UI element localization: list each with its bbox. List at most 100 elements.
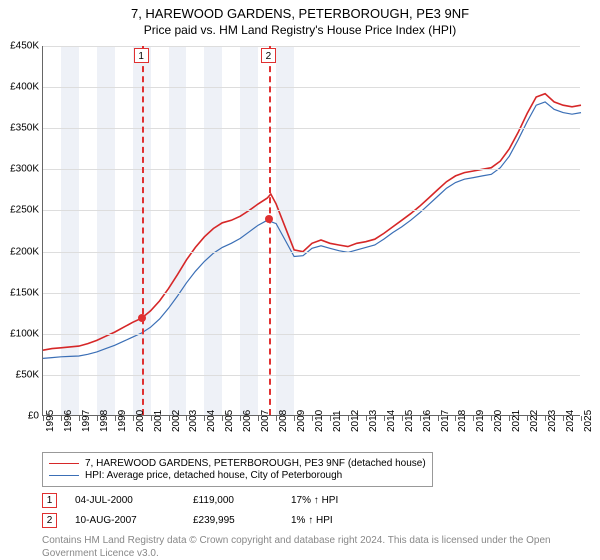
x-tick — [79, 416, 80, 421]
x-tick — [294, 416, 295, 421]
x-axis-label: 2016 — [422, 410, 433, 432]
legend-label: 7, HAREWOOD GARDENS, PETERBOROUGH, PE3 9… — [85, 458, 426, 469]
x-axis-label: 2010 — [314, 410, 325, 432]
y-axis-label: £300K — [3, 164, 39, 175]
x-axis-label: 1999 — [117, 410, 128, 432]
y-gridline — [43, 375, 580, 376]
x-tick — [420, 416, 421, 421]
x-tick — [276, 416, 277, 421]
y-gridline — [43, 334, 580, 335]
x-axis-label: 2002 — [171, 410, 182, 432]
x-tick — [97, 416, 98, 421]
x-tick — [43, 416, 44, 421]
x-axis-label: 1998 — [99, 410, 110, 432]
x-tick — [563, 416, 564, 421]
x-axis-label: 2006 — [242, 410, 253, 432]
y-gridline — [43, 293, 580, 294]
sale-row-hpi: 17% ↑ HPI — [291, 495, 381, 506]
sale-marker-dot — [265, 215, 273, 223]
y-axis-label: £50K — [3, 369, 39, 380]
y-gridline — [43, 210, 580, 211]
footnote: Contains HM Land Registry data © Crown c… — [42, 534, 582, 560]
y-axis-label: £250K — [3, 205, 39, 216]
x-axis-label: 1997 — [81, 410, 92, 432]
x-tick — [61, 416, 62, 421]
y-gridline — [43, 169, 580, 170]
sale-marker-box: 1 — [134, 48, 149, 63]
y-axis-label: £400K — [3, 82, 39, 93]
x-axis-label: 2023 — [547, 410, 558, 432]
x-axis-label: 2019 — [475, 410, 486, 432]
x-axis-label: 2004 — [206, 410, 217, 432]
plot-area: £0£50K£100K£150K£200K£250K£300K£350K£400… — [42, 46, 580, 416]
series-line — [43, 102, 581, 359]
x-axis-label: 2018 — [457, 410, 468, 432]
x-axis-label: 2021 — [511, 410, 522, 432]
x-axis-label: 2007 — [260, 410, 271, 432]
y-axis-label: £450K — [3, 41, 39, 52]
x-tick — [366, 416, 367, 421]
y-axis-label: £200K — [3, 246, 39, 257]
x-axis-label: 2012 — [350, 410, 361, 432]
y-gridline — [43, 46, 580, 47]
sale-row-price: £239,995 — [193, 515, 273, 526]
x-tick — [115, 416, 116, 421]
y-axis-label: £0 — [3, 411, 39, 422]
y-gridline — [43, 252, 580, 253]
sale-row-price: £119,000 — [193, 495, 273, 506]
legend-and-footer: 7, HAREWOOD GARDENS, PETERBOROUGH, PE3 9… — [42, 452, 582, 560]
line-series-svg — [43, 46, 581, 416]
chart-title: 7, HAREWOOD GARDENS, PETERBOROUGH, PE3 9… — [0, 6, 600, 21]
series-line — [43, 94, 581, 351]
sale-row-date: 10-AUG-2007 — [75, 515, 175, 526]
y-gridline — [43, 128, 580, 129]
x-axis-label: 2014 — [386, 410, 397, 432]
x-tick — [330, 416, 331, 421]
x-tick — [581, 416, 582, 421]
x-axis-label: 2015 — [404, 410, 415, 432]
x-axis-label: 2003 — [188, 410, 199, 432]
sale-row: 2 10-AUG-2007 £239,995 1% ↑ HPI — [42, 513, 582, 528]
x-axis-label: 2022 — [529, 410, 540, 432]
y-axis-label: £350K — [3, 123, 39, 134]
x-axis-label: 1995 — [45, 410, 56, 432]
legend-row: HPI: Average price, detached house, City… — [49, 470, 426, 481]
x-tick — [402, 416, 403, 421]
title-block: 7, HAREWOOD GARDENS, PETERBOROUGH, PE3 9… — [0, 0, 600, 37]
sale-table: 104-JUL-2000£119,00017% ↑ HPI210-AUG-200… — [42, 493, 582, 528]
legend-row: 7, HAREWOOD GARDENS, PETERBOROUGH, PE3 9… — [49, 458, 426, 469]
x-axis-label: 2020 — [493, 410, 504, 432]
x-axis-label: 2008 — [278, 410, 289, 432]
y-axis-label: £150K — [3, 287, 39, 298]
x-tick — [545, 416, 546, 421]
legend-box: 7, HAREWOOD GARDENS, PETERBOROUGH, PE3 9… — [42, 452, 433, 487]
x-axis-label: 2011 — [332, 410, 343, 432]
x-axis-label: 2001 — [153, 410, 164, 432]
x-tick — [438, 416, 439, 421]
x-axis-label: 1996 — [63, 410, 74, 432]
x-axis-label: 2013 — [368, 410, 379, 432]
chart-subtitle: Price paid vs. HM Land Registry's House … — [0, 23, 600, 37]
sale-marker-box: 2 — [261, 48, 276, 63]
legend-swatch — [49, 463, 79, 464]
x-axis-label: 2017 — [440, 410, 451, 432]
x-tick — [133, 416, 134, 421]
sale-row: 104-JUL-2000£119,00017% ↑ HPI — [42, 493, 582, 508]
chart-area: £0£50K£100K£150K£200K£250K£300K£350K£400… — [42, 46, 580, 436]
legend-label: HPI: Average price, detached house, City… — [85, 470, 342, 481]
x-tick — [169, 416, 170, 421]
legend-swatch — [49, 475, 79, 476]
sale-row-marker: 2 — [42, 513, 57, 528]
x-tick — [151, 416, 152, 421]
chart-container: 7, HAREWOOD GARDENS, PETERBOROUGH, PE3 9… — [0, 0, 600, 560]
x-axis-label: 2025 — [583, 410, 594, 432]
y-gridline — [43, 87, 580, 88]
y-axis-label: £100K — [3, 328, 39, 339]
x-tick — [384, 416, 385, 421]
sale-row-date: 04-JUL-2000 — [75, 495, 175, 506]
sale-row-hpi: 1% ↑ HPI — [291, 515, 381, 526]
x-axis-label: 2009 — [296, 410, 307, 432]
sale-marker-dot — [138, 314, 146, 322]
x-tick — [348, 416, 349, 421]
x-axis-label: 2005 — [224, 410, 235, 432]
